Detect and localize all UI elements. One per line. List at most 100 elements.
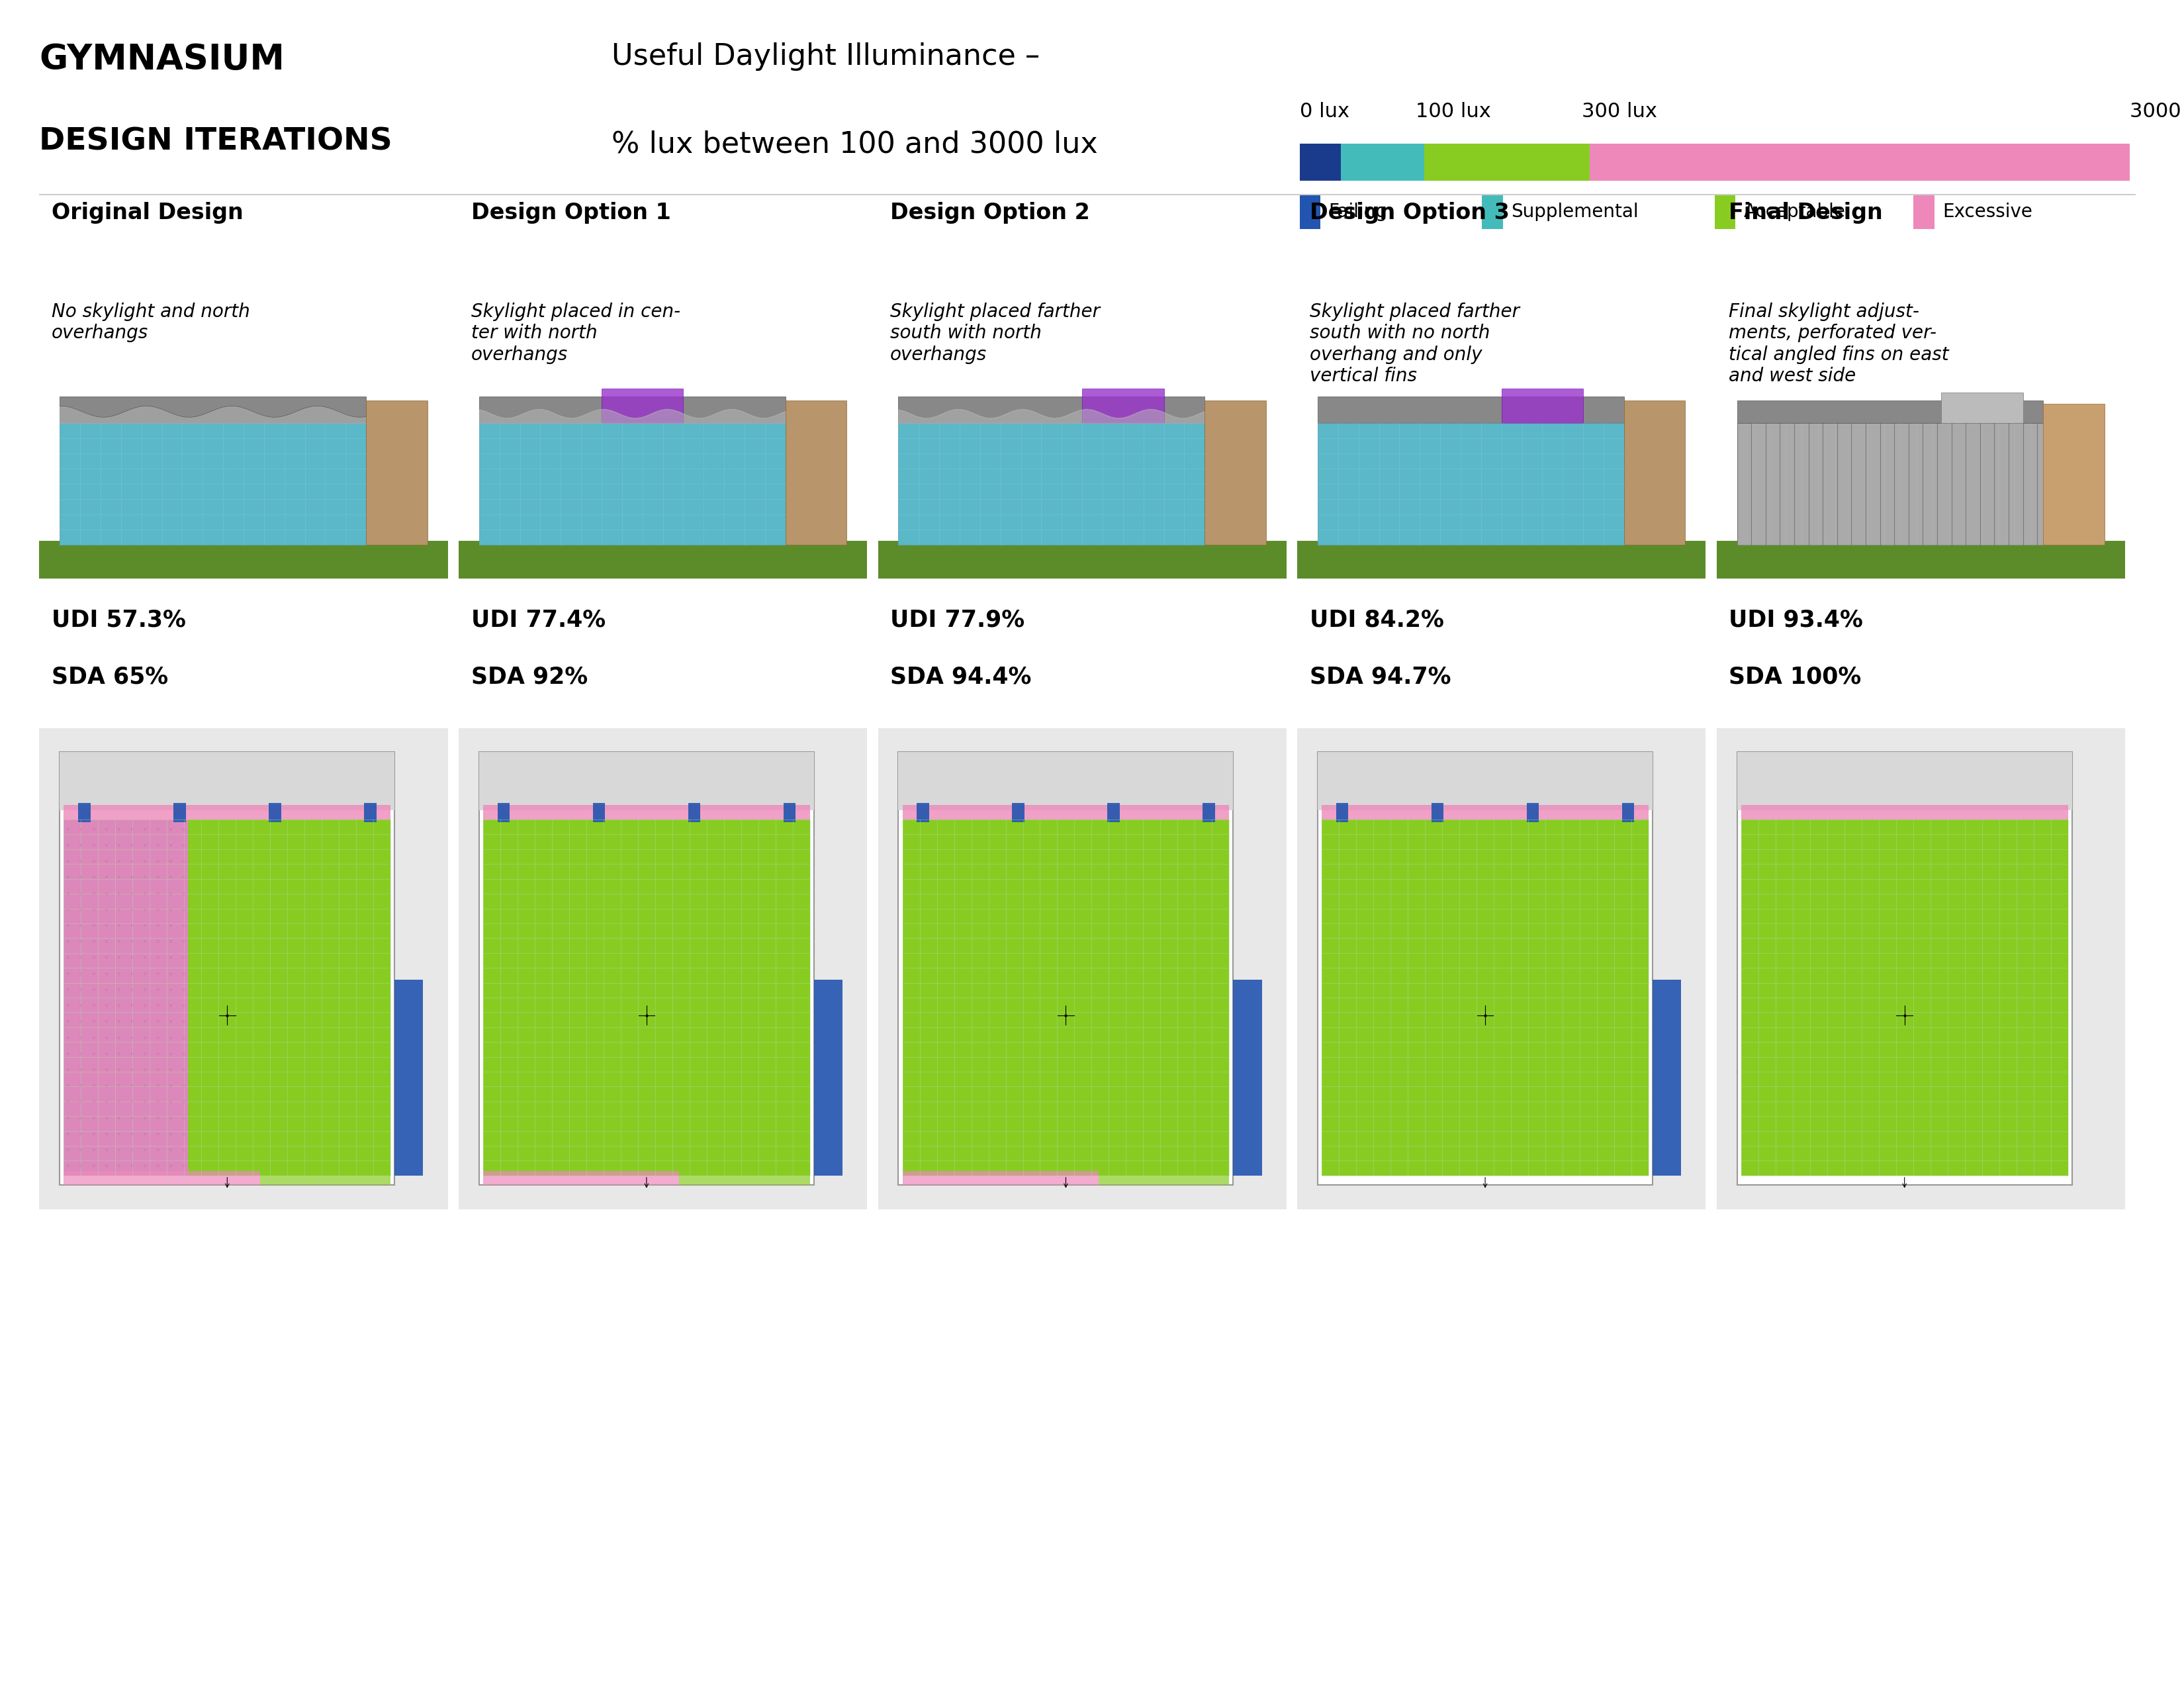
Bar <box>1424 143 1590 181</box>
Bar <box>786 400 847 545</box>
Bar <box>1206 400 1267 545</box>
Bar <box>898 424 1206 545</box>
Text: Final Design: Final Design <box>1730 201 1883 223</box>
Bar <box>269 803 282 822</box>
Text: 3000 lux: 3000 lux <box>2129 101 2184 122</box>
Bar <box>898 397 1206 424</box>
Text: GYMNASIUM: GYMNASIUM <box>39 42 284 76</box>
Bar <box>878 540 1286 579</box>
Text: Final skylight adjust-
ments, perforated ver-
tical angled fins on east
and west: Final skylight adjust- ments, perforated… <box>1730 302 1948 385</box>
Bar <box>679 1171 810 1185</box>
Bar <box>1337 803 1348 822</box>
Bar <box>592 803 605 822</box>
Bar <box>1913 196 1935 230</box>
Bar <box>1590 143 2129 181</box>
Bar <box>188 820 391 1175</box>
Bar <box>1299 196 1319 230</box>
Bar <box>79 803 90 822</box>
Bar <box>815 979 843 1175</box>
Bar <box>1431 803 1444 822</box>
Bar <box>478 397 786 424</box>
Text: Design Option 1: Design Option 1 <box>472 201 670 223</box>
Text: % lux between 100 and 3000 lux: % lux between 100 and 3000 lux <box>612 130 1099 159</box>
Bar <box>1653 979 1682 1175</box>
Bar <box>1203 803 1214 822</box>
Text: 300 lux: 300 lux <box>1581 101 1658 122</box>
Bar <box>902 805 1230 820</box>
Bar <box>601 388 684 424</box>
Text: 0 lux: 0 lux <box>1299 101 1350 122</box>
Text: Skylight placed farther
south with no north
overhang and only
vertical fins: Skylight placed farther south with no no… <box>1310 302 1520 385</box>
Text: Excessive: Excessive <box>1944 203 2033 221</box>
Bar <box>902 1171 1099 1185</box>
Text: 100 lux: 100 lux <box>1415 101 1492 122</box>
Bar <box>59 397 367 424</box>
Bar <box>784 803 795 822</box>
Bar <box>483 1171 679 1185</box>
Bar <box>1741 820 2068 1175</box>
Text: Original Design: Original Design <box>52 201 242 223</box>
Bar <box>1234 979 1262 1175</box>
Bar <box>1317 397 1625 424</box>
Bar <box>1299 143 1341 181</box>
Text: Failing: Failing <box>1328 203 1387 221</box>
Bar <box>1483 196 1503 230</box>
Text: Design Option 3: Design Option 3 <box>1310 201 1509 223</box>
Bar <box>1736 753 2073 1185</box>
Text: SDA 94.7%: SDA 94.7% <box>1310 665 1450 689</box>
Text: Supplemental: Supplemental <box>1511 203 1638 221</box>
Bar <box>1107 803 1120 822</box>
Bar <box>459 540 867 579</box>
Bar <box>483 805 810 820</box>
Text: Useful Daylight Illuminance –: Useful Daylight Illuminance – <box>612 42 1040 71</box>
Bar <box>917 803 928 822</box>
Bar <box>1625 400 1686 545</box>
Bar <box>1321 820 1649 1175</box>
Bar <box>59 753 395 810</box>
Bar <box>478 424 786 545</box>
Bar <box>1317 424 1625 545</box>
Bar <box>898 753 1234 1185</box>
Bar <box>1623 803 1634 822</box>
Bar <box>39 540 448 579</box>
Bar <box>1503 388 1583 424</box>
Bar <box>1083 388 1164 424</box>
Bar <box>1736 400 2044 424</box>
Bar <box>1741 805 2068 820</box>
Text: Skylight placed in cen-
ter with north
overhangs: Skylight placed in cen- ter with north o… <box>472 302 679 363</box>
Text: Skylight placed farther
south with north
overhangs: Skylight placed farther south with north… <box>891 302 1101 363</box>
Text: UDI 84.2%: UDI 84.2% <box>1310 608 1444 631</box>
Bar <box>59 424 367 545</box>
Bar <box>478 753 815 1185</box>
Bar <box>367 400 428 545</box>
Bar <box>365 803 376 822</box>
Bar <box>902 820 1230 1175</box>
Text: SDA 94.4%: SDA 94.4% <box>891 665 1031 689</box>
Text: DESIGN ITERATIONS: DESIGN ITERATIONS <box>39 127 393 157</box>
Bar <box>1317 753 1653 810</box>
Bar <box>59 753 395 1185</box>
Bar <box>1736 424 2044 545</box>
Bar <box>1317 753 1653 1185</box>
Text: UDI 77.4%: UDI 77.4% <box>472 608 605 631</box>
Bar <box>1942 393 2022 424</box>
Text: Design Option 2: Design Option 2 <box>891 201 1090 223</box>
Bar <box>1736 753 2073 810</box>
Bar <box>1011 803 1024 822</box>
Bar <box>1297 540 1706 579</box>
Bar <box>498 803 509 822</box>
Text: SDA 65%: SDA 65% <box>52 665 168 689</box>
Bar <box>173 803 186 822</box>
Bar <box>1321 805 1649 820</box>
Bar <box>63 820 188 1175</box>
Text: UDI 93.4%: UDI 93.4% <box>1730 608 1863 631</box>
Text: UDI 77.9%: UDI 77.9% <box>891 608 1024 631</box>
Bar <box>260 1171 391 1185</box>
Bar <box>63 805 391 820</box>
Bar <box>1527 803 1540 822</box>
Text: UDI 57.3%: UDI 57.3% <box>52 608 186 631</box>
Bar <box>1714 196 1734 230</box>
Bar <box>395 979 424 1175</box>
Bar <box>2044 403 2105 545</box>
Bar <box>478 753 815 810</box>
